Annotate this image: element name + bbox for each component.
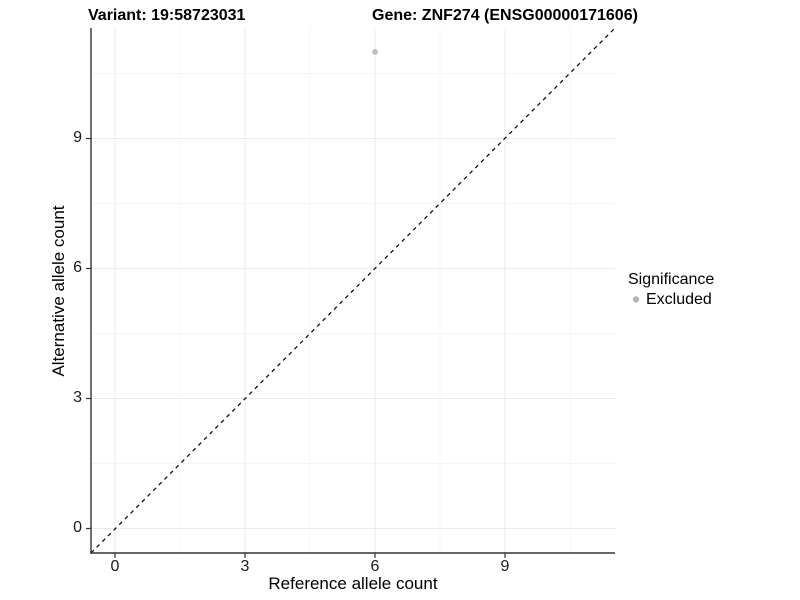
legend-entry-excluded: Excluded: [646, 291, 712, 308]
data-point: [372, 49, 378, 55]
y-tick-label-9: 9: [73, 129, 82, 146]
identity-reference-line: [90, 27, 616, 554]
x-tick-label-9: 9: [500, 558, 510, 575]
gene-title: Gene: ZNF274 (ENSG00000171606): [372, 7, 638, 24]
legend-point-icon: [632, 296, 640, 303]
legend-title: Significance: [628, 271, 715, 288]
x-tick-label-6: 6: [370, 558, 380, 575]
y-tick-label-0: 0: [73, 519, 82, 536]
x-tick-label-3: 3: [240, 558, 250, 575]
x-axis-title: Reference allele count: [268, 574, 438, 593]
variant-title: Variant: 19:58723031: [88, 7, 246, 24]
legend-key: [632, 296, 640, 303]
y-axis-title: Alternative allele count: [49, 205, 68, 377]
grid-minor-lines: [91, 28, 615, 553]
x-axis-tick-marks: [114, 553, 506, 558]
y-tick-label-3: 3: [73, 389, 82, 406]
x-tick-label-0: 0: [110, 558, 120, 575]
axis-lines: [90, 28, 615, 554]
grid-major-lines: [91, 28, 615, 553]
y-axis-tick-marks: [86, 137, 91, 530]
y-tick-label-6: 6: [73, 259, 82, 276]
